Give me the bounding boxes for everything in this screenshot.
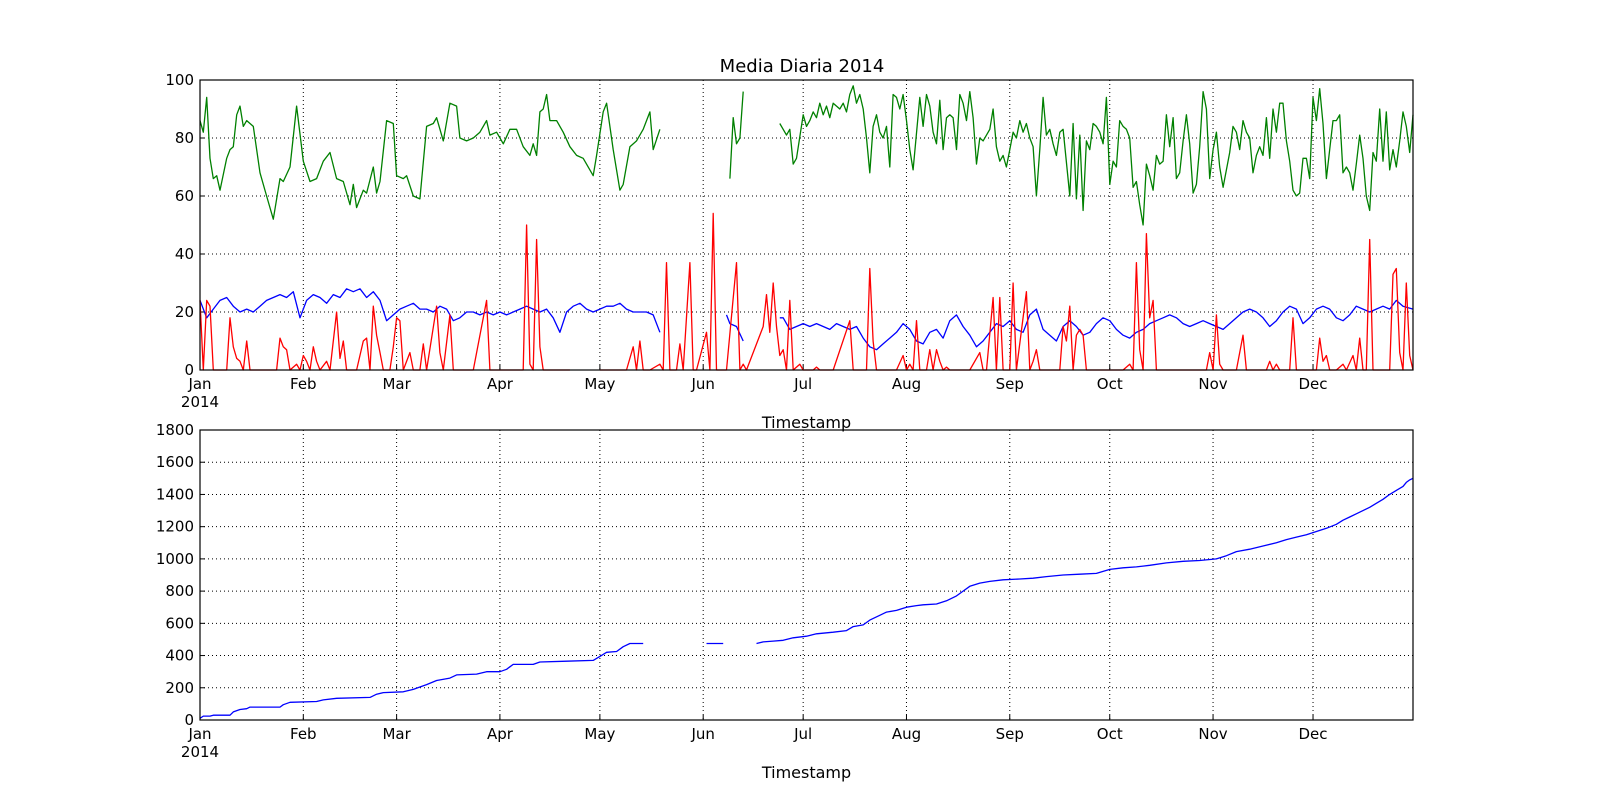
y-tick-label: 80 — [175, 129, 194, 147]
x-tick-label: Oct — [1097, 375, 1123, 393]
y-tick-label: 1600 — [156, 453, 194, 471]
x-tick-label: May — [584, 725, 615, 743]
x-tick-label: Mar — [382, 375, 411, 393]
x-tick-label: Dec — [1299, 725, 1328, 743]
x-tick-label: Dec — [1299, 375, 1328, 393]
x-tick-label: Feb — [290, 375, 317, 393]
y-tick-label: 40 — [175, 245, 194, 263]
x-tick-label: Jun — [690, 375, 714, 393]
x-tick-label: Sep — [996, 725, 1024, 743]
x-tick-label: Jul — [793, 375, 812, 393]
x-tick-label: Jan — [187, 375, 211, 393]
y-tick-label: 100 — [165, 71, 194, 89]
y-tick-label: 1400 — [156, 485, 194, 503]
y-tick-label: 200 — [165, 679, 194, 697]
chart-panel-2: 0 200 400 600 800 1000 1200 1400 1600 1800 Jan Feb M… — [156, 421, 1414, 782]
figure-title: Media Diaria 2014 — [720, 56, 885, 77]
y-tick-label: 60 — [175, 187, 194, 205]
x-axis-label: Timestamp — [761, 413, 851, 432]
x-tick-label: Jun — [690, 725, 714, 743]
chart-panel-1: 0 20 40 60 80 100 Jan Feb Mar Apr May Jun Jul Aug Sep O… — [165, 71, 1414, 432]
x-tick-label: Jan — [187, 725, 211, 743]
x-tick-label: Nov — [1198, 725, 1227, 743]
x-year-label: 2014 — [181, 743, 219, 761]
x-year-label: 2014 — [181, 393, 219, 411]
y-tick-label: 1800 — [156, 421, 194, 439]
y-tick-label: 800 — [165, 582, 194, 600]
x-tick-label: Mar — [382, 725, 411, 743]
y-tick-label: 400 — [165, 647, 194, 665]
x-tick-label: Apr — [487, 375, 514, 393]
series-line-1 — [199, 477, 1414, 719]
y-tick-label: 20 — [175, 303, 194, 321]
x-tick-label: Sep — [996, 375, 1024, 393]
x-tick-label: Nov — [1198, 375, 1227, 393]
y-tick-label: 600 — [165, 614, 194, 632]
y-tick-label: 0 — [184, 361, 194, 379]
x-tick-label: Oct — [1097, 725, 1123, 743]
y-tick-label: 1000 — [156, 550, 194, 568]
x-tick-label: Aug — [892, 375, 921, 393]
y-tick-label: 0 — [184, 711, 194, 729]
plot-frame — [199, 429, 1414, 721]
x-tick-label: May — [584, 375, 615, 393]
x-axis-label: Timestamp — [761, 763, 851, 782]
y-tick-label: 1200 — [156, 518, 194, 536]
x-tick-label: Feb — [290, 725, 317, 743]
x-tick-label: Apr — [487, 725, 514, 743]
x-tick-label: Aug — [892, 725, 921, 743]
series-line-3 — [199, 212, 1414, 371]
plot-frame — [199, 79, 1414, 371]
series-line-1 — [199, 85, 1414, 226]
series-line-2 — [199, 288, 1414, 351]
x-tick-label: Jul — [793, 725, 812, 743]
